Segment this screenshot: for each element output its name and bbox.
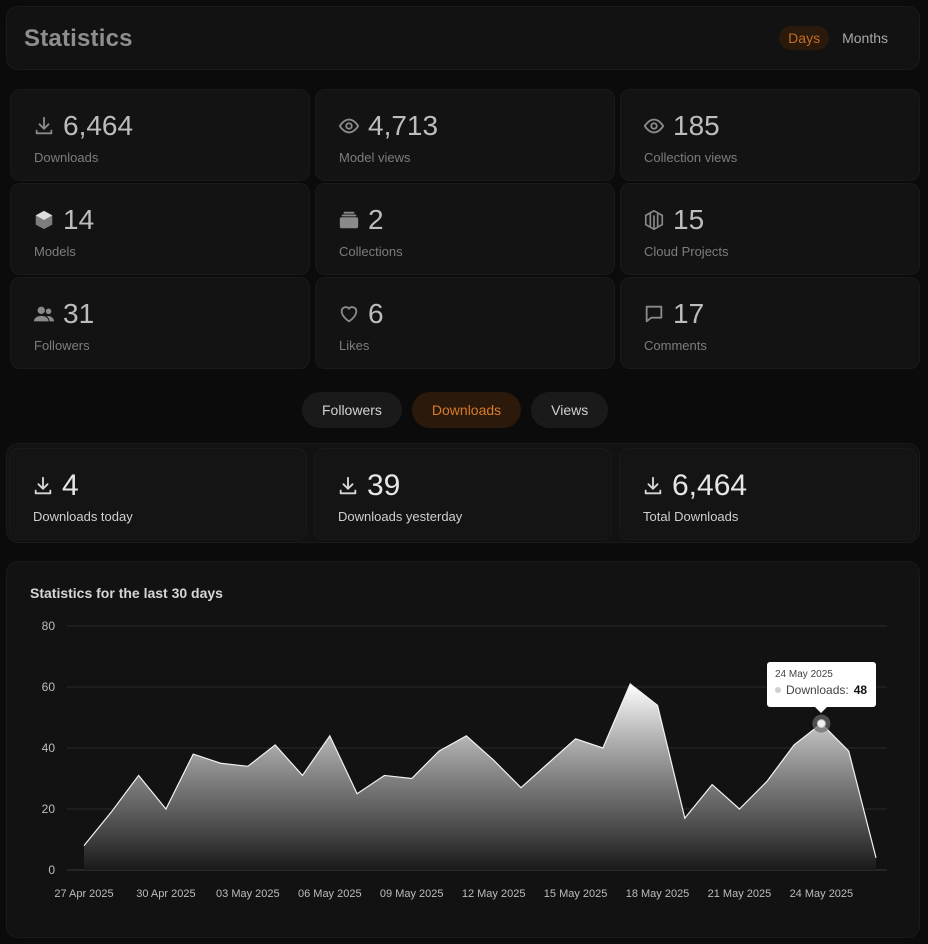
highlight-point <box>816 719 826 729</box>
y-tick-label: 80 <box>42 619 56 633</box>
stat-value: 4 <box>62 469 79 502</box>
stat-value: 6 <box>368 298 384 329</box>
stat-value: 2 <box>368 204 384 235</box>
x-tick-label: 09 May 2025 <box>380 888 444 900</box>
stat-value: 185 <box>673 110 720 141</box>
stat-row: 6,464 <box>33 112 133 140</box>
download-icon <box>337 475 359 497</box>
y-tick-label: 40 <box>42 741 56 755</box>
y-tick-label: 20 <box>42 802 56 816</box>
stat-label: Model views <box>339 150 411 165</box>
chart-panel: Statistics for the last 30 days 0 20 40 60 8… <box>6 561 920 938</box>
x-tick-label: 15 May 2025 <box>544 888 608 900</box>
stat-label: Downloads yesterday <box>338 509 463 524</box>
downloads-chart: 0 20 40 60 80 27 Apr 2025 30 Apr 2025 03 May 20… <box>42 619 887 900</box>
x-tick-label: 21 May 2025 <box>708 888 772 900</box>
stat-value: 31 <box>63 298 95 329</box>
days-button[interactable]: Days <box>779 26 830 50</box>
stat-label: Total Downloads <box>643 509 739 524</box>
stat-label: Models <box>34 244 76 259</box>
x-tick-label: 12 May 2025 <box>462 888 526 900</box>
stat-row: 6 <box>338 300 384 328</box>
stat-label: Cloud Projects <box>644 244 729 259</box>
tooltip-date: 24 May 2025 <box>775 669 833 680</box>
stat-value: 14 <box>63 204 95 235</box>
x-tick-label: 18 May 2025 <box>626 888 690 900</box>
cube-icon <box>33 209 55 231</box>
area-fill <box>84 683 876 870</box>
eye-icon <box>338 115 360 137</box>
stat-card-likes: 6 Likes <box>315 277 615 369</box>
download-icon <box>642 475 664 497</box>
stat-value: 6,464 <box>63 110 134 141</box>
stat-card-models: 14 Models <box>10 183 310 275</box>
download-icon <box>32 475 54 497</box>
stat-label: Comments <box>644 338 707 353</box>
cloud-project-icon <box>643 209 665 231</box>
heart-icon <box>338 303 360 325</box>
users-icon <box>33 303 55 325</box>
stat-value: 6,464 <box>672 469 748 502</box>
tooltip-series-label: Downloads: <box>786 683 849 697</box>
tooltip-series-dot <box>775 687 781 693</box>
stat-row: 15 <box>643 206 704 234</box>
stat-row: 31 <box>33 300 94 328</box>
stat-row: 4,713 <box>338 112 438 140</box>
stat-value: 15 <box>673 204 705 235</box>
stat-card-model-views: 4,713 Model views <box>315 89 615 181</box>
stat-card-comments: 17 Comments <box>620 277 920 369</box>
stat-row: 4 <box>32 471 79 501</box>
x-tick-label: 30 Apr 2025 <box>136 888 195 900</box>
chart-title: Statistics for the last 30 days <box>30 585 223 601</box>
x-tick-label: 03 May 2025 <box>216 888 280 900</box>
stat-card-collections: 2 Collections <box>315 183 615 275</box>
stat-row: 6,464 <box>642 471 747 501</box>
page-title: Statistics <box>24 25 133 52</box>
download-icon <box>33 115 55 137</box>
series-line-downloads <box>83 682 877 858</box>
y-tick-label: 60 <box>42 680 56 694</box>
stats-grid: 6,464 Downloads 4,713 Model views 185 Collect… <box>6 87 920 374</box>
stat-card-collection-views: 185 Collection views <box>620 89 920 181</box>
stack-icon <box>338 209 360 231</box>
downloads-summary-panel: 4 Downloads today 39 Downloads yesterday 6,4… <box>6 443 920 543</box>
stat-card-total-downloads: 6,464 Total Downloads <box>619 448 917 540</box>
chart-tooltip: 24 May 2025 Downloads: 48 <box>767 662 876 713</box>
period-toggle: Days Months <box>779 26 897 50</box>
tab-views[interactable]: Views <box>531 392 609 428</box>
x-tick-label: 06 May 2025 <box>298 888 362 900</box>
stat-card-followers: 31 Followers <box>10 277 310 369</box>
stat-value: 4,713 <box>368 110 439 141</box>
months-button[interactable]: Months <box>842 30 888 46</box>
x-tick-label: 27 Apr 2025 <box>54 888 113 900</box>
tab-downloads[interactable]: Downloads <box>411 392 522 428</box>
comment-icon <box>643 303 665 325</box>
tab-followers[interactable]: Followers <box>302 392 402 428</box>
stat-label: Followers <box>34 338 90 353</box>
stat-row: 14 <box>33 206 94 234</box>
stat-row: 185 <box>643 112 720 140</box>
stat-value: 17 <box>673 298 705 329</box>
stat-card-downloads-today: 4 Downloads today <box>9 448 307 540</box>
y-tick-label: 0 <box>48 863 55 877</box>
stat-card-cloud-projects: 15 Cloud Projects <box>620 183 920 275</box>
tooltip-line: Downloads: 48 <box>775 683 868 697</box>
stat-label: Collection views <box>644 150 738 165</box>
stat-card-downloads: 6,464 Downloads <box>10 89 310 181</box>
eye-icon <box>643 115 665 137</box>
stat-label: Downloads <box>34 150 99 165</box>
stat-row: 39 <box>337 471 400 501</box>
stat-label: Collections <box>339 244 403 259</box>
x-tick-label: 24 May 2025 <box>790 888 854 900</box>
stat-card-downloads-yesterday: 39 Downloads yesterday <box>314 448 612 540</box>
stat-label: Downloads today <box>33 509 133 524</box>
stat-row: 17 <box>643 300 704 328</box>
header-panel: Statistics Days Months <box>6 6 920 70</box>
metric-tabs: Followers Downloads Views <box>302 392 609 428</box>
stat-value: 39 <box>367 469 401 502</box>
stat-row: 2 <box>338 206 384 234</box>
tooltip-value: 48 <box>853 683 868 697</box>
stat-label: Likes <box>339 338 370 353</box>
